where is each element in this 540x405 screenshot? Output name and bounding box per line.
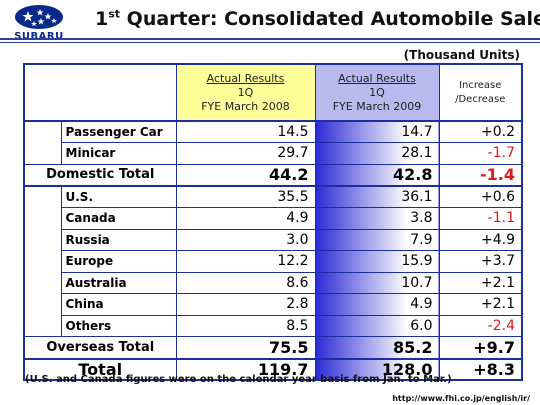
value-fy2009: 15.9 bbox=[314, 250, 440, 273]
header-fy2008: Actual Results 1Q FYE March 2008 bbox=[175, 63, 316, 122]
header-fy2009: Actual Results 1Q FYE March 2009 bbox=[314, 63, 440, 122]
header-divider-top bbox=[0, 38, 540, 40]
value-fy2008: 3.0 bbox=[175, 228, 316, 251]
value-change: -1.7 bbox=[438, 142, 523, 165]
indent-cell bbox=[23, 120, 62, 164]
indent-cell bbox=[23, 185, 62, 337]
value-fy2009: 42.8 bbox=[314, 163, 440, 187]
row-label: Others bbox=[60, 314, 177, 337]
row-label: Minicar bbox=[60, 142, 177, 165]
value-fy2009: 3.8 bbox=[314, 207, 440, 230]
value-fy2008: 4.9 bbox=[175, 207, 316, 230]
header-change: Increase /Decrease bbox=[438, 63, 523, 122]
pleiades-stars-icon bbox=[15, 5, 63, 29]
value-fy2009: 7.9 bbox=[314, 228, 440, 251]
value-change: -2.4 bbox=[438, 314, 523, 337]
value-fy2009: 36.1 bbox=[314, 185, 440, 208]
table-row: Others 8.5 6.0 -2.4 bbox=[24, 314, 523, 337]
value-change: +2.1 bbox=[438, 293, 523, 316]
header-blank-cell bbox=[23, 63, 177, 122]
value-fy2008: 8.5 bbox=[175, 314, 316, 337]
value-change: +4.9 bbox=[438, 228, 523, 251]
footnote: (U.S. and Canada figures were on the cal… bbox=[25, 374, 452, 385]
value-fy2008: 2.8 bbox=[175, 293, 316, 316]
table-row: Australia 8.6 10.7 +2.1 bbox=[24, 271, 523, 294]
value-fy2009: 85.2 bbox=[314, 336, 440, 359]
row-label: U.S. bbox=[60, 185, 177, 208]
table-row: Passenger Car 14.5 14.7 +0.2 bbox=[23, 120, 523, 164]
value-change: +2.1 bbox=[438, 271, 523, 294]
table-row: China 2.8 4.9 +2.1 bbox=[24, 293, 523, 316]
table-row: Russia 3.0 7.9 +4.9 bbox=[24, 228, 523, 251]
row-label: Total bbox=[23, 357, 177, 380]
table-header-row: Actual Results 1Q FYE March 2008 Actual … bbox=[23, 63, 523, 122]
value-change: -1.1 bbox=[438, 207, 523, 230]
overseas-total-row: Overseas Total 75.5 85.2 +9.7 bbox=[23, 336, 523, 359]
table-row: Canada 4.9 3.8 -1.1 bbox=[24, 207, 523, 230]
row-label: Passenger Car bbox=[60, 120, 177, 143]
table-row: Europe 12.2 15.9 +3.7 bbox=[24, 250, 523, 273]
value-fy2008: 35.5 bbox=[175, 185, 316, 208]
row-label: Canada bbox=[60, 207, 177, 230]
row-label: Europe bbox=[60, 250, 177, 273]
value-fy2008: 29.7 bbox=[175, 142, 316, 165]
row-label: China bbox=[60, 293, 177, 316]
value-fy2009: 4.9 bbox=[314, 293, 440, 316]
row-label: Domestic Total bbox=[23, 163, 177, 187]
header-divider-bottom bbox=[0, 42, 540, 43]
value-fy2008: 44.2 bbox=[175, 163, 316, 187]
value-fy2009: 6.0 bbox=[314, 314, 440, 337]
value-fy2008: 75.5 bbox=[175, 336, 316, 359]
value-change: +3.7 bbox=[438, 250, 523, 273]
value-fy2009: 28.1 bbox=[314, 142, 440, 165]
source-url: http://www.fhi.co.jp/english/ir/ bbox=[392, 394, 530, 403]
value-change: +9.7 bbox=[438, 336, 523, 359]
value-fy2008: 14.5 bbox=[175, 120, 316, 143]
row-label: Russia bbox=[60, 228, 177, 251]
row-label: Australia bbox=[60, 271, 177, 294]
row-label: Overseas Total bbox=[23, 336, 177, 359]
value-change: +8.3 bbox=[438, 357, 523, 380]
value-change: +0.2 bbox=[438, 120, 523, 143]
value-change: -1.4 bbox=[438, 163, 523, 187]
value-fy2009: 14.7 bbox=[314, 120, 440, 143]
units-label: (Thousand Units) bbox=[403, 48, 520, 62]
value-change: +0.6 bbox=[438, 185, 523, 208]
brand-name: SUBARU bbox=[14, 31, 64, 42]
page-title: 1st Quarter: Consolidated Automobile Sal… bbox=[95, 7, 540, 30]
value-fy2009: 10.7 bbox=[314, 271, 440, 294]
table-row: Minicar 29.7 28.1 -1.7 bbox=[24, 142, 523, 165]
value-fy2008: 12.2 bbox=[175, 250, 316, 273]
table-row: U.S. 35.5 36.1 +0.6 bbox=[23, 185, 523, 337]
value-fy2008: 8.6 bbox=[175, 271, 316, 294]
domestic-total-row: Domestic Total 44.2 42.8 -1.4 bbox=[23, 163, 523, 187]
subaru-logo: SUBARU bbox=[6, 4, 72, 44]
grand-total-row: Total 119.7 128.0 +8.3 bbox=[23, 357, 523, 380]
sales-table: Actual Results 1Q FYE March 2008 Actual … bbox=[23, 63, 523, 381]
